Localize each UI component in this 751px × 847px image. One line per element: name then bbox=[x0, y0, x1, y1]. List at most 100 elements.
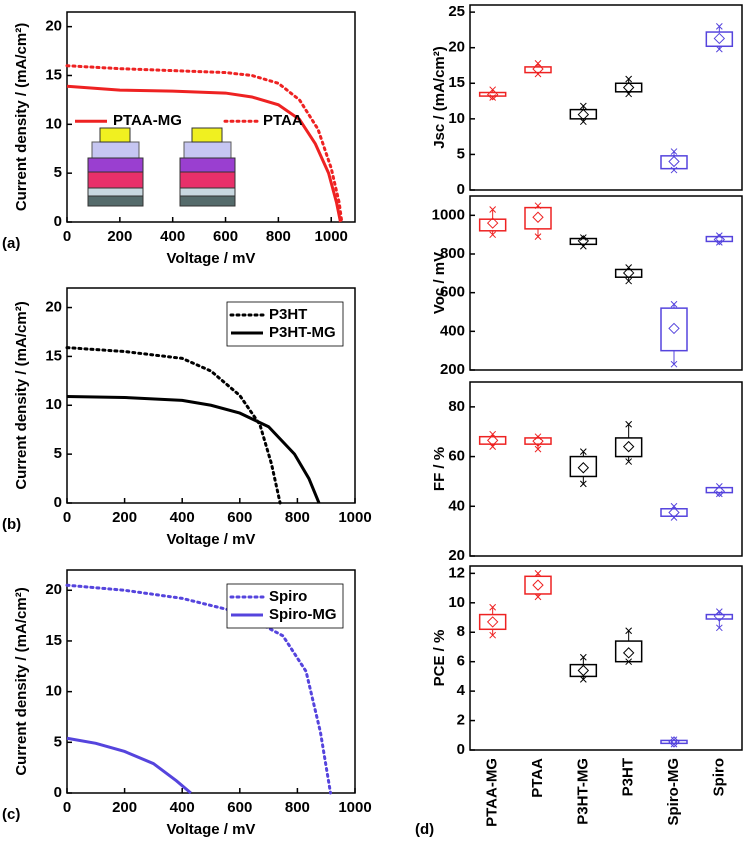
series-line bbox=[65, 64, 344, 224]
box bbox=[524, 206, 552, 230]
y-tick-label: 800 bbox=[440, 245, 465, 262]
y-axis-label: Jsc / (mA/cm²) bbox=[431, 46, 448, 149]
x-axis-label: Voltage / mV bbox=[167, 531, 256, 548]
extreme-marker bbox=[579, 242, 587, 250]
extreme-marker bbox=[489, 443, 497, 450]
box bbox=[705, 486, 734, 494]
extreme-marker bbox=[715, 239, 723, 246]
extreme-marker bbox=[534, 593, 542, 601]
box bbox=[660, 739, 688, 745]
extreme-marker bbox=[579, 480, 587, 488]
extreme-marker bbox=[670, 148, 678, 155]
box bbox=[705, 613, 734, 620]
extreme-marker bbox=[715, 22, 723, 30]
extreme-marker bbox=[715, 624, 723, 632]
extreme-marker bbox=[715, 232, 723, 239]
y-tick-label: 60 bbox=[448, 448, 465, 465]
mean-marker bbox=[622, 440, 635, 453]
legend-label: Spiro-MG bbox=[269, 606, 337, 623]
plot-frame bbox=[66, 569, 356, 794]
y-tick-label: 10 bbox=[448, 110, 465, 127]
x-tick-label: 400 bbox=[170, 509, 195, 526]
box bbox=[614, 82, 643, 93]
legend-box bbox=[226, 301, 344, 347]
box bbox=[524, 575, 552, 595]
category-label: Spiro-MG bbox=[665, 758, 682, 826]
plot-frame bbox=[66, 287, 356, 504]
extreme-marker bbox=[489, 631, 497, 639]
y-tick-label: 5 bbox=[54, 445, 62, 462]
y-tick-label: 5 bbox=[54, 733, 62, 750]
x-tick-label: 600 bbox=[213, 228, 238, 245]
legend-label: PTAA bbox=[263, 112, 303, 129]
y-tick-label: 20 bbox=[45, 581, 62, 598]
y-tick-label: 400 bbox=[440, 322, 465, 339]
mean-marker bbox=[577, 108, 590, 121]
legend-box bbox=[226, 583, 344, 629]
x-tick-label: 1000 bbox=[315, 228, 348, 245]
box bbox=[478, 91, 507, 97]
mean-marker bbox=[713, 233, 726, 246]
mean-marker bbox=[577, 664, 590, 677]
mean-marker bbox=[713, 32, 726, 45]
extreme-marker bbox=[579, 448, 587, 455]
extreme-marker bbox=[625, 658, 633, 666]
y-axis-label: Voc / mV bbox=[431, 252, 448, 314]
legend-label: Spiro bbox=[269, 588, 307, 605]
extreme-marker bbox=[625, 458, 633, 465]
category-label: Spiro bbox=[710, 758, 727, 796]
x-tick-label: 1000 bbox=[338, 799, 371, 816]
mean-marker bbox=[713, 610, 726, 622]
y-tick-label: 80 bbox=[448, 398, 465, 415]
panel-label: (a) bbox=[2, 235, 20, 252]
plot-frame bbox=[66, 11, 356, 223]
mean-marker bbox=[622, 267, 635, 279]
x-tick-label: 0 bbox=[63, 228, 71, 245]
y-axis-label: FF / % bbox=[431, 447, 448, 491]
y-tick-label: 4 bbox=[457, 682, 466, 699]
category-label: P3HT bbox=[620, 758, 637, 796]
mean-marker bbox=[486, 434, 499, 447]
extreme-marker bbox=[579, 653, 587, 661]
x-tick-label: 0 bbox=[63, 799, 71, 816]
panel-label: (c) bbox=[2, 806, 20, 823]
y-tick-label: 10 bbox=[448, 594, 465, 611]
extreme-marker bbox=[534, 59, 542, 67]
y-axis-label: Current density / (mA/cm²) bbox=[13, 23, 30, 211]
extreme-marker bbox=[625, 90, 633, 98]
box bbox=[705, 31, 734, 48]
y-tick-label: 8 bbox=[457, 623, 465, 640]
y-tick-label: 0 bbox=[54, 494, 62, 511]
x-tick-label: 200 bbox=[112, 799, 137, 816]
x-tick-label: 600 bbox=[227, 509, 252, 526]
extreme-marker bbox=[489, 603, 497, 611]
extreme-marker bbox=[625, 264, 633, 271]
x-tick-label: 800 bbox=[266, 228, 291, 245]
y-tick-label: 20 bbox=[448, 547, 465, 564]
extreme-marker bbox=[534, 570, 542, 577]
x-tick-label: 800 bbox=[285, 509, 310, 526]
series-line bbox=[66, 394, 321, 504]
extreme-marker bbox=[489, 94, 497, 101]
y-tick-label: 6 bbox=[457, 653, 465, 670]
extreme-marker bbox=[534, 233, 542, 240]
extreme-marker bbox=[534, 433, 542, 441]
box bbox=[478, 613, 507, 631]
box bbox=[614, 640, 643, 663]
y-axis-label: PCE / % bbox=[431, 630, 448, 687]
plot-frame bbox=[469, 195, 743, 371]
x-axis-label: Voltage / mV bbox=[167, 821, 256, 838]
y-tick-label: 2 bbox=[457, 712, 465, 729]
extreme-marker bbox=[489, 206, 497, 213]
y-tick-label: 12 bbox=[448, 564, 465, 581]
y-tick-label: 25 bbox=[448, 3, 465, 20]
extreme-marker bbox=[625, 75, 633, 83]
x-tick-label: 200 bbox=[112, 509, 137, 526]
extreme-marker bbox=[534, 70, 542, 78]
x-axis-label: Voltage / mV bbox=[167, 250, 256, 267]
y-tick-label: 40 bbox=[448, 497, 465, 514]
series-line bbox=[66, 736, 192, 795]
box bbox=[569, 455, 598, 478]
extreme-marker bbox=[715, 608, 723, 615]
y-tick-label: 15 bbox=[45, 347, 62, 364]
